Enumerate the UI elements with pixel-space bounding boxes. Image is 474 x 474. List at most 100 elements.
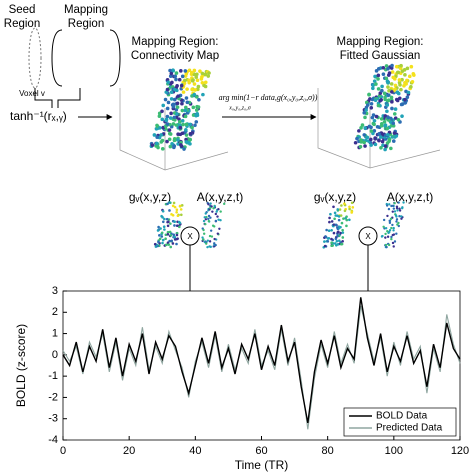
voxel-dot [169, 111, 173, 116]
model-label: gᵥ(x,y,z) [129, 190, 171, 204]
voxel-dot [393, 116, 398, 120]
voxel-dot [202, 238, 205, 241]
voxel-dot [345, 218, 349, 222]
voxel-dot [362, 133, 367, 137]
voxel-dot [163, 217, 166, 221]
voxel-dot [402, 68, 407, 72]
voxel-dot [380, 84, 384, 89]
voxel-dot [406, 90, 411, 95]
voxel-dot [398, 215, 401, 218]
voxel-dot [330, 237, 333, 241]
voxel-dot [363, 115, 367, 120]
voxel-dot [385, 126, 390, 131]
voxel-dot [177, 120, 182, 124]
voxel-dot [338, 239, 341, 243]
voxel-dot [214, 219, 218, 223]
voxel-dot [410, 79, 415, 84]
voxel-dot [173, 220, 176, 224]
voxel-dot [333, 242, 337, 245]
x-tick-label: 60 [255, 445, 267, 457]
voxel-dot [192, 68, 197, 73]
voxel-dot [185, 100, 190, 105]
voxel-dot [382, 120, 387, 124]
voxel-dot [157, 240, 160, 244]
voxel-dot [386, 98, 391, 103]
voxel-dot [171, 68, 176, 73]
voxel-dot [399, 63, 403, 68]
voxel-dot [205, 242, 208, 245]
voxel-dot [386, 115, 391, 120]
voxel-dot [332, 231, 336, 235]
voxel-dot [337, 218, 341, 222]
voxel-dot [169, 245, 173, 249]
voxel-dot [202, 228, 205, 232]
legend-box [343, 407, 457, 437]
voxel-dot [176, 94, 180, 98]
voxel-dot [380, 139, 385, 144]
voxel-dot [166, 230, 170, 234]
voxel-dot [194, 95, 199, 99]
y-tick-label: 0 [52, 349, 58, 361]
voxel-dot [395, 232, 398, 235]
voxel-dot [223, 202, 226, 206]
voxel-dot [219, 219, 222, 222]
voxel-dot [367, 124, 372, 129]
voxel-dot [177, 117, 181, 121]
voxel-dot [393, 202, 396, 205]
voxel-dot [341, 231, 345, 234]
map-title: Mapping Region: [132, 36, 219, 48]
y-tick-label: -2 [48, 391, 58, 403]
voxel-dot [188, 122, 193, 127]
voxel-dot [158, 126, 162, 130]
voxel-dot [403, 101, 407, 105]
voxel-dot [376, 73, 381, 78]
voxel-dot [400, 215, 403, 218]
voxel-dot [175, 224, 179, 228]
voxel-dot [384, 64, 389, 68]
voxel-dot [207, 203, 210, 206]
voxel-dot [362, 111, 367, 115]
voxel-dot [164, 237, 167, 241]
voxel-dot [397, 78, 402, 82]
voxel-dot [389, 146, 393, 151]
voxel-dot [170, 103, 175, 107]
voxel-dot [195, 78, 200, 83]
voxel-dot [160, 109, 164, 114]
voxel-dot [163, 97, 168, 102]
voxel-dot [203, 80, 208, 85]
x-tick-label: 120 [451, 445, 469, 457]
voxel-dot [203, 84, 208, 89]
voxel-dot [188, 137, 193, 142]
x-tick-label: 0 [60, 445, 66, 457]
voxel-dot [156, 145, 160, 150]
voxel-dot [383, 97, 387, 102]
voxel-dot [181, 90, 186, 94]
voxel-dot [392, 245, 395, 248]
map-title: Connectivity Map [131, 50, 219, 62]
voxel-dot [165, 139, 169, 144]
voxel-dot [175, 84, 179, 88]
voxel-dot [179, 143, 183, 147]
connector [34, 88, 81, 108]
voxel-dot [372, 122, 376, 127]
voxel-dot [202, 232, 206, 235]
voxel-dot [362, 140, 367, 145]
y-tick-label: 3 [52, 285, 58, 297]
diagram: Seed Region Mapping Region Voxel v tanh⁻… [4, 4, 441, 399]
voxel-dot [393, 83, 398, 88]
voxel-dot [184, 96, 189, 100]
voxel-dot [203, 72, 208, 77]
voxel-dot [203, 216, 206, 219]
voxel-dot [325, 228, 328, 232]
voxel-dot [180, 213, 183, 217]
voxel-dot [394, 64, 399, 69]
voxel-dot [378, 99, 382, 103]
voxel-dot [391, 241, 395, 245]
voxel-dot [190, 125, 194, 130]
voxel-dot [384, 243, 388, 247]
y-axis-title: BOLD (z-score) [14, 324, 28, 407]
voxel-dot [377, 138, 381, 143]
seed-label: Region [4, 18, 40, 30]
voxel-dot [394, 134, 399, 138]
